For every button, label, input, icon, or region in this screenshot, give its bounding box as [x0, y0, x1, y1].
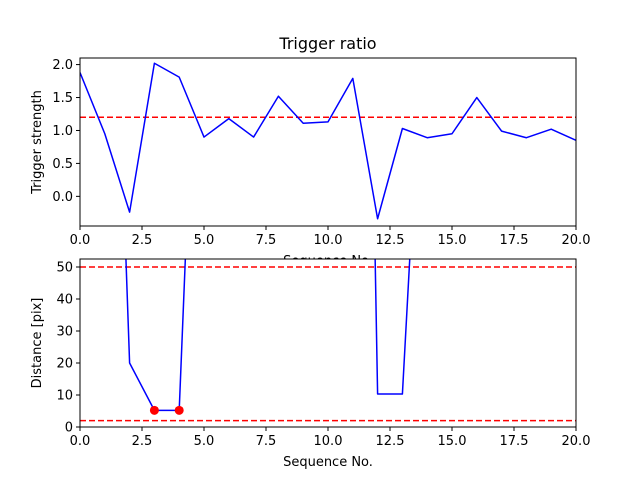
plot-area	[80, 62, 576, 220]
y-tick-label: 0.5	[52, 157, 73, 172]
y-tick-label: 1.5	[52, 91, 73, 106]
x-tick-label: 15.0	[438, 434, 467, 449]
x-tick-label: 17.5	[500, 434, 529, 449]
x-tick-label: 12.5	[376, 233, 405, 248]
y-axis-label: Trigger strength	[30, 90, 45, 195]
distance-panel-background	[80, 259, 576, 427]
x-tick-label: 5.0	[194, 233, 215, 248]
y-tick-label: 2.0	[52, 58, 73, 73]
x-tick-label: 20.0	[562, 434, 591, 449]
x-tick-label: 0.0	[70, 233, 91, 248]
x-tick-label: 2.5	[132, 434, 153, 449]
x-tick-label: 0.0	[70, 434, 91, 449]
y-tick-label: 30	[56, 325, 73, 340]
y-tick-label: 0	[65, 421, 73, 436]
data-point-marker	[149, 405, 159, 415]
y-axis-label: Distance [pix]	[30, 298, 45, 389]
x-tick-label: 10.0	[314, 434, 343, 449]
y-tick-label: 10	[56, 389, 73, 404]
data-point-marker	[174, 405, 184, 415]
series-line	[80, 62, 576, 220]
x-tick-label: 12.5	[376, 434, 405, 449]
y-tick-label: 40	[56, 293, 73, 308]
x-axis-label: Sequence No.	[283, 455, 373, 470]
x-tick-label: 10.0	[314, 233, 343, 248]
x-tick-label: 15.0	[438, 233, 467, 248]
chart-title: Trigger ratio	[278, 34, 376, 53]
y-tick-label: 1.0	[52, 124, 73, 139]
x-tick-label: 5.0	[194, 434, 215, 449]
y-tick-label: 0.0	[52, 190, 73, 205]
y-tick-label: 20	[56, 357, 73, 372]
series-line	[374, 259, 411, 395]
distance-panel: 0.0 2.5 5.0 7.5 10.0 12.5 15.0 17.5 20.0 0 10 20 30 4…	[30, 258, 591, 470]
x-tick-label: 20.0	[562, 233, 591, 248]
x-tick-label: 7.5	[256, 434, 277, 449]
x-tick-label: 17.5	[500, 233, 529, 248]
x-tick-label: 7.5	[256, 233, 277, 248]
x-tick-label: 2.5	[132, 233, 153, 248]
plot-area	[80, 259, 576, 422]
y-tick-label: 50	[56, 261, 73, 276]
